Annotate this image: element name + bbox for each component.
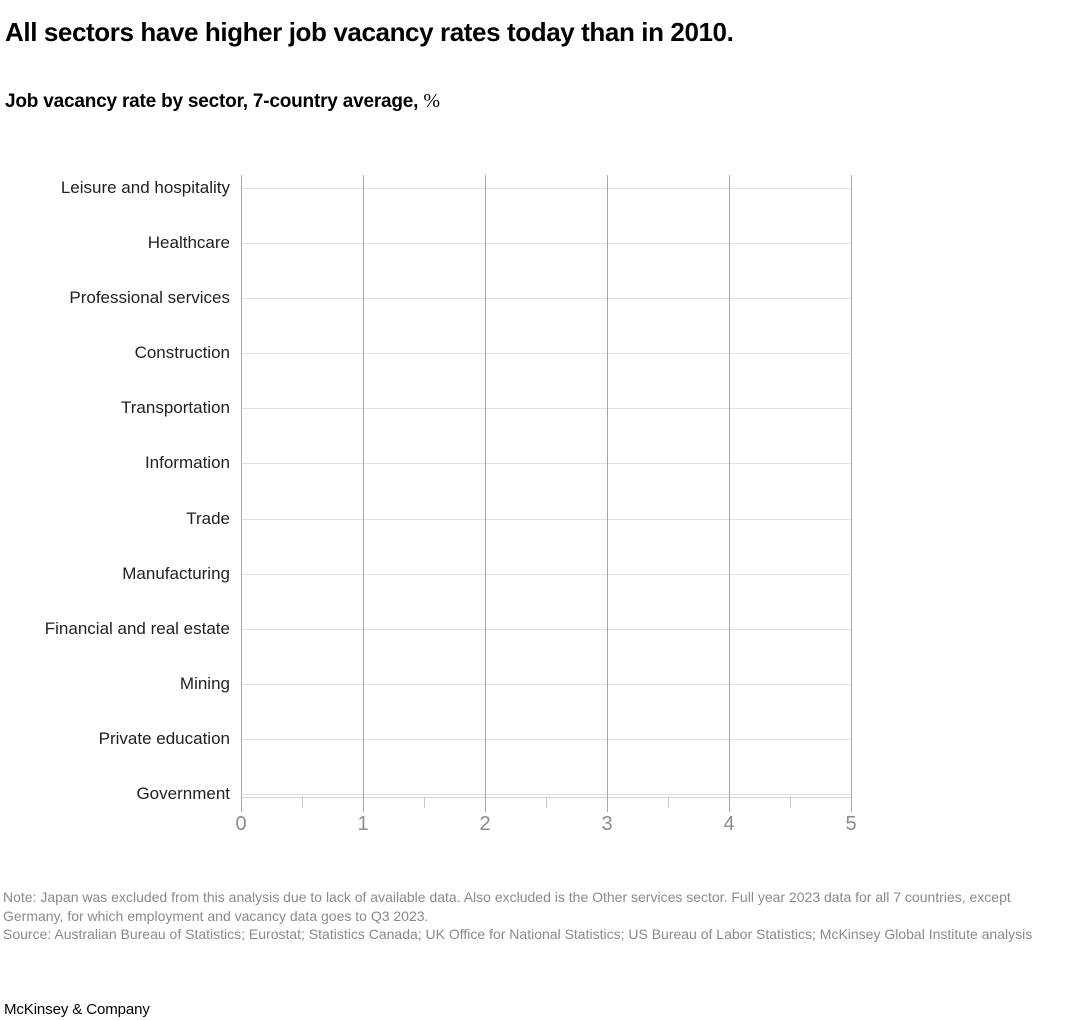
y-axis-label: Private education xyxy=(98,729,230,748)
chart-subtitle-text: Job vacancy rate by sector, 7-country av… xyxy=(5,91,419,112)
y-axis-label: Mining xyxy=(179,674,230,693)
y-axis-label: Manufacturing xyxy=(122,564,230,583)
row-gridline xyxy=(241,739,851,740)
note-text: Note: Japan was excluded from this analy… xyxy=(3,889,1011,924)
row-gridline xyxy=(241,794,851,795)
row-gridline xyxy=(241,188,851,189)
x-tick-label: 5 xyxy=(845,813,857,835)
vertical-gridline xyxy=(241,175,242,812)
row-gridline xyxy=(241,629,851,630)
x-axis-minor-tick xyxy=(790,797,791,808)
row-gridline xyxy=(241,243,851,244)
y-axis-label: Government xyxy=(136,784,230,803)
y-axis-label: Transportation xyxy=(121,398,230,417)
vertical-gridline xyxy=(607,175,608,812)
x-tick-label: 2 xyxy=(479,813,491,835)
x-axis-minor-tick xyxy=(424,797,425,808)
chart-unit-label: % xyxy=(423,90,440,112)
chart-subtitle: Job vacancy rate by sector, 7-country av… xyxy=(5,89,440,114)
chart-headline: All sectors have higher job vacancy rate… xyxy=(5,17,734,47)
x-axis-minor-tick xyxy=(302,797,303,808)
x-axis-minor-tick xyxy=(668,797,669,808)
row-gridline xyxy=(241,463,851,464)
row-gridline xyxy=(241,574,851,575)
chart-plot-area: Leisure and hospitality Healthcare Profess… xyxy=(44,175,857,835)
row-gridline xyxy=(241,298,851,299)
y-axis-label: Professional services xyxy=(69,288,230,307)
vertical-gridline xyxy=(485,175,486,812)
vertical-gridline xyxy=(363,175,364,812)
y-axis-label: Healthcare xyxy=(147,233,230,252)
source-text: Source: Australian Bureau of Statistics;… xyxy=(3,926,1033,942)
row-gridline xyxy=(241,519,851,520)
x-axis-minor-tick xyxy=(546,797,547,808)
row-gridline xyxy=(241,353,851,354)
vertical-gridline xyxy=(851,175,852,812)
mckinsey-brand-label: McKinsey & Company xyxy=(4,1001,150,1018)
y-axis-label: Financial and real estate xyxy=(44,619,230,638)
y-axis-label: Information xyxy=(144,453,230,472)
y-axis-label: Leisure and hospitality xyxy=(60,178,230,197)
x-tick-label: 1 xyxy=(357,813,369,835)
vertical-gridline xyxy=(729,175,730,812)
row-gridline xyxy=(241,684,851,685)
x-tick-label: 0 xyxy=(235,813,247,835)
x-tick-label: 4 xyxy=(723,813,735,835)
footnotes-block: Note: Japan was excluded from this analy… xyxy=(3,888,1075,944)
y-axis-label: Construction xyxy=(134,343,230,362)
x-tick-label: 3 xyxy=(601,813,613,835)
row-gridline xyxy=(241,408,851,409)
y-axis-label: Trade xyxy=(186,509,230,528)
